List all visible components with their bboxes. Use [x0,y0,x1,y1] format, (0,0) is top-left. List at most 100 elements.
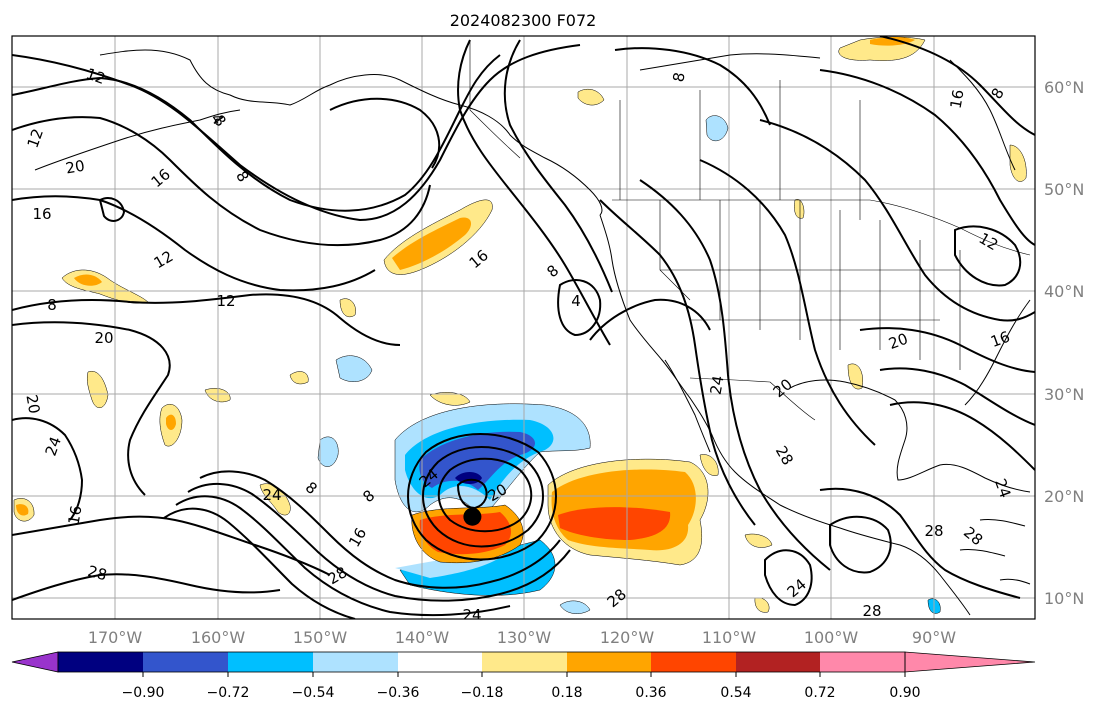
colorbar-tick-label: 0.36 [635,685,666,701]
contour-line [639,179,831,571]
contour-label: 28 [924,522,943,540]
contour-line [329,97,441,169]
warm-shade-area [577,89,605,106]
contour-line [457,39,611,346]
contour-label: 16 [32,205,51,223]
contour-label: 12 [84,65,108,88]
warm-shade-area [1009,144,1027,182]
contour-line [503,39,613,293]
lat-tick-label: 40°N [1044,282,1084,301]
lat-tick-label: 10°N [1044,589,1084,608]
colorbar-extend-high [904,651,1036,673]
lon-tick-label: 130°W [497,628,552,647]
contour-line [437,457,533,533]
contour-label: 24 [462,606,481,624]
warm-shade-area [429,392,471,406]
colorbar-segment [143,652,228,672]
gulf-coastline [789,379,1031,493]
contour-label: 28 [86,562,109,584]
contour-line [407,433,557,561]
contour-line [12,321,171,496]
lon-tick-label: 150°W [293,628,348,647]
contour-line [422,446,544,548]
colorbar-segment [228,652,313,672]
map-title: 2024082300 F072 [450,11,597,30]
contour-label: 20 [22,393,43,415]
alaska-coastline [99,49,603,216]
map-panel: 12 12 20 16 16 12 8 12 20 20 24 16 28 8 … [12,36,1035,624]
us-mexico-border [689,377,816,421]
blue-shade-area [317,436,339,467]
lon-tick-label: 120°W [600,628,655,647]
contour-label: 16 [947,88,968,110]
blue-shade-area [419,431,535,490]
warm-shade-area [339,298,356,318]
colorbar-segment [482,652,567,672]
contour-label: 16 [988,328,1012,351]
warm-shade-area [744,533,773,548]
storm-center-marker [463,507,482,526]
contour-label: 20 [94,329,113,347]
colorbar-tick-label: −0.90 [122,685,165,701]
north-america-coastline [599,214,971,616]
colorbar-segment [820,652,905,672]
lon-tick-label: 160°W [191,628,246,647]
contour-line [819,487,1021,599]
gridlines [12,36,1035,619]
contour-line [12,54,501,212]
contour-line [12,515,331,576]
lat-tick-label: 20°N [1044,487,1084,506]
warm-shade-area [16,504,29,516]
province-borders [619,80,861,220]
lon-tick-label: 100°W [804,628,859,647]
contour-line [175,495,511,617]
warm-shade-area [847,363,863,390]
hudson-coastline [949,59,1016,171]
warm-shade-area [558,507,671,540]
colorbar-tick-label: −0.18 [461,685,504,701]
contour-line [187,482,571,602]
contour-line [12,195,376,292]
coastlines [34,49,1031,616]
contour-line [98,197,126,222]
state-borders [659,200,961,370]
contour-label: 24 [707,374,728,396]
warm-shade-area [870,37,915,46]
contour-label: 12 [216,292,235,310]
blue-shade-area [335,355,373,382]
warm-shade-area [699,454,719,476]
contour-label: 24 [42,434,65,458]
contour-line [599,199,756,526]
political-borders [469,40,1031,421]
latitude-tick-labels: 60°N 50°N 40°N 30°N 20°N 10°N [1044,78,1084,608]
warm-shade-area [392,217,472,270]
map-frame [11,35,1036,620]
warm-shade-area [754,597,770,613]
blue-shade-area [559,600,591,614]
contour-label: 16 [65,504,86,526]
contour-line [614,47,771,126]
warm-shade-area [289,371,309,385]
contour-label: 12 [24,126,47,150]
contour-line [199,470,561,589]
canadian-arctic-coast [639,53,821,71]
colorbar-segment [651,652,736,672]
colorbar-segment [313,652,398,672]
height-contours [12,36,1035,619]
contour-line [12,116,431,247]
contour-label: 20 [64,157,86,178]
colorbar: −0.90 −0.72 −0.54 −0.36 −0.18 0.18 0.36 … [11,651,1036,701]
contour-line [764,549,813,607]
lat-tick-label: 60°N [1044,78,1084,97]
contour-line [829,515,892,574]
baja-coastline [664,359,711,453]
colorbar-extend-low [11,651,59,673]
contour-line [12,573,281,601]
warm-shade-area [166,414,176,430]
lon-tick-label: 90°W [912,628,956,647]
canada-us-border [612,199,1031,256]
colorbar-segment [58,652,143,672]
contour-line [12,293,401,346]
contour-line [456,478,488,510]
